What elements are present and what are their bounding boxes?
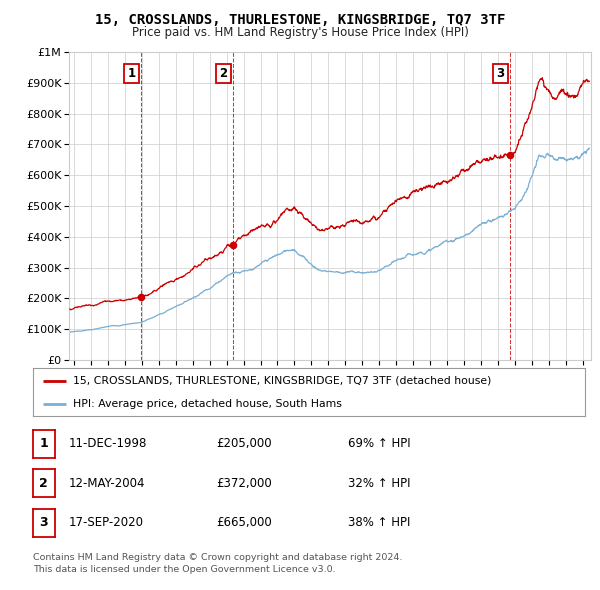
- Text: Price paid vs. HM Land Registry's House Price Index (HPI): Price paid vs. HM Land Registry's House …: [131, 26, 469, 39]
- Text: 3: 3: [40, 516, 48, 529]
- Text: 38% ↑ HPI: 38% ↑ HPI: [348, 516, 410, 529]
- Text: £665,000: £665,000: [216, 516, 272, 529]
- Text: 12-MAY-2004: 12-MAY-2004: [69, 477, 146, 490]
- Text: £372,000: £372,000: [216, 477, 272, 490]
- Text: 32% ↑ HPI: 32% ↑ HPI: [348, 477, 410, 490]
- Text: 11-DEC-1998: 11-DEC-1998: [69, 437, 148, 450]
- Text: 3: 3: [496, 67, 505, 80]
- Text: Contains HM Land Registry data © Crown copyright and database right 2024.
This d: Contains HM Land Registry data © Crown c…: [33, 553, 403, 574]
- Text: 2: 2: [220, 67, 227, 80]
- Text: 1: 1: [128, 67, 136, 80]
- Text: 17-SEP-2020: 17-SEP-2020: [69, 516, 144, 529]
- Text: 15, CROSSLANDS, THURLESTONE, KINGSBRIDGE, TQ7 3TF (detached house): 15, CROSSLANDS, THURLESTONE, KINGSBRIDGE…: [73, 376, 491, 386]
- Text: HPI: Average price, detached house, South Hams: HPI: Average price, detached house, Sout…: [73, 399, 341, 409]
- Text: 1: 1: [40, 437, 48, 450]
- Text: 2: 2: [40, 477, 48, 490]
- Text: £205,000: £205,000: [216, 437, 272, 450]
- Text: 69% ↑ HPI: 69% ↑ HPI: [348, 437, 410, 450]
- Text: 15, CROSSLANDS, THURLESTONE, KINGSBRIDGE, TQ7 3TF: 15, CROSSLANDS, THURLESTONE, KINGSBRIDGE…: [95, 13, 505, 27]
